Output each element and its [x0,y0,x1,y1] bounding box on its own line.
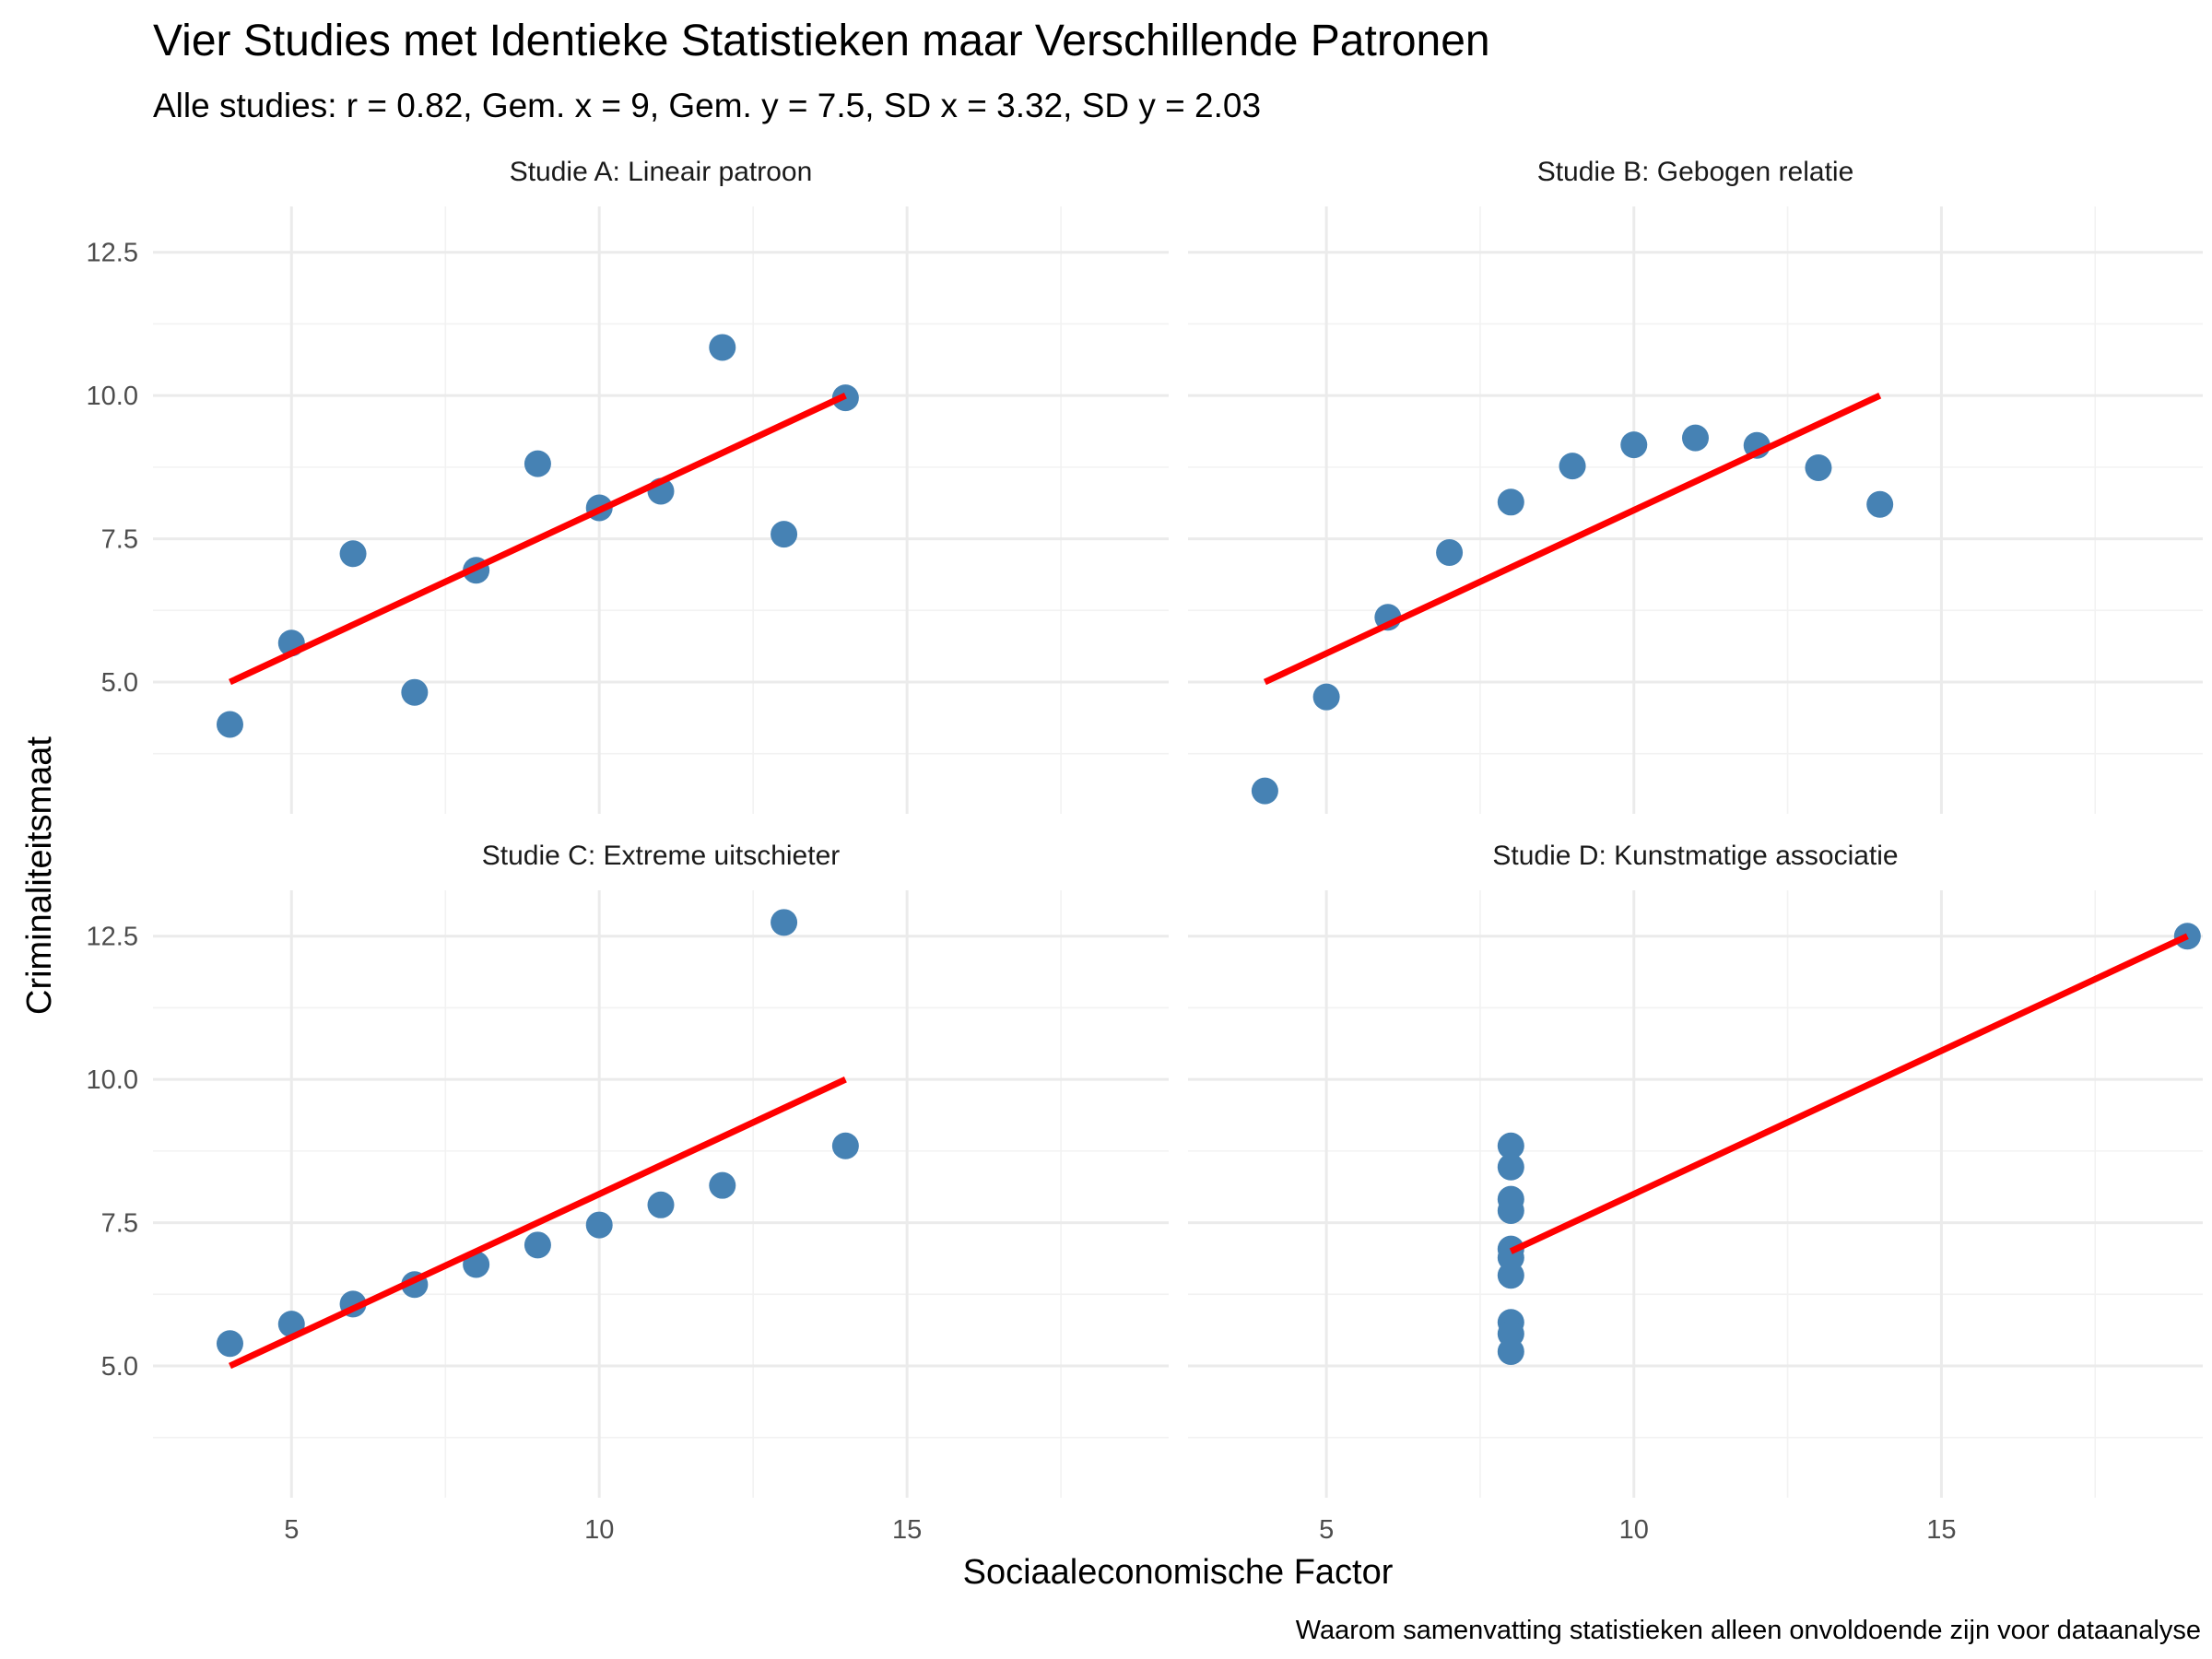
data-point [1559,453,1586,480]
data-point [709,1171,736,1199]
y-tick-label: 10.0 [87,382,138,411]
data-point [709,334,736,361]
data-point [1436,539,1464,567]
data-point [1497,488,1524,516]
y-axis-title: Criminaliteitsmaat [20,736,59,1015]
chart-caption: Waarom samenvatting statistieken alleen … [1296,1616,2201,1645]
regression-line [229,1076,847,1370]
data-point [216,711,243,738]
data-point [1251,777,1278,805]
panel-studie-d-kunstmatige-associatie: Studie D: Kunstmatige associatie 5 10 15 [1188,841,2203,1545]
x-axis-title: Sociaaleconomische Factor [963,1553,1394,1592]
x-tick-label: 15 [1926,1515,1956,1545]
data-point [524,1231,551,1259]
panel-strip-label: Studie C: Extreme uitschieter [482,841,841,871]
panels-group: Studie A: Lineair patroon5.07.510.012.5S… [87,157,2203,1545]
panel-studie-b-gebogen-relatie: Studie B: Gebogen relatie [1188,157,2203,814]
data-point [339,540,367,568]
panel-strip-label: Studie B: Gebogen relatie [1537,157,1854,187]
panel-strip-label: Studie D: Kunstmatige associatie [1492,841,1898,871]
data-point [1497,1132,1524,1159]
data-point [1682,424,1709,452]
data-point [1497,1153,1524,1181]
data-point [1497,1185,1524,1213]
data-point [771,909,798,936]
y-tick-label: 7.5 [101,1209,138,1239]
chart-subtitle: Alle studies: r = 0.82, Gem. x = 9, Gem.… [153,87,1261,124]
data-point [647,1191,675,1218]
y-tick-label: 10.0 [87,1065,138,1095]
data-point [216,1330,243,1358]
y-tick-label: 5.0 [101,668,138,698]
x-tick-label: 10 [584,1515,614,1545]
data-point [1805,453,1832,481]
panel-studie-a-lineair-patroon: Studie A: Lineair patroon 5.0 7.5 10.0 12.5 [87,157,1169,814]
regression-line [1509,933,2189,1254]
data-point [1497,1320,1524,1347]
x-tick-label: 5 [284,1515,299,1545]
regression-line [229,392,847,686]
x-tick-label: 5 [1319,1515,1334,1545]
y-tick-label: 5.0 [101,1352,138,1382]
data-point [1620,431,1648,459]
y-tick-label: 12.5 [87,923,138,952]
data-point [585,1211,613,1239]
data-point [401,678,429,706]
data-point [771,521,798,548]
panel-studie-c-extreme-uitschieter: Studie C: Extreme uitschieter 5.0 7.5 10.0 1… [87,841,1169,1545]
y-tick-label: 7.5 [101,525,138,555]
x-tick-label: 10 [1619,1515,1649,1545]
data-point [831,1132,859,1159]
data-point [1866,490,1894,518]
regression-line [1263,392,1882,686]
x-tick-label: 15 [892,1515,922,1545]
data-point [1312,683,1340,711]
panel-strip-label: Studie A: Lineair patroon [510,157,813,187]
data-point [524,450,551,477]
y-tick-label: 12.5 [87,239,138,268]
chart-title: Vier Studies met Identieke Statistieken … [153,17,1490,65]
